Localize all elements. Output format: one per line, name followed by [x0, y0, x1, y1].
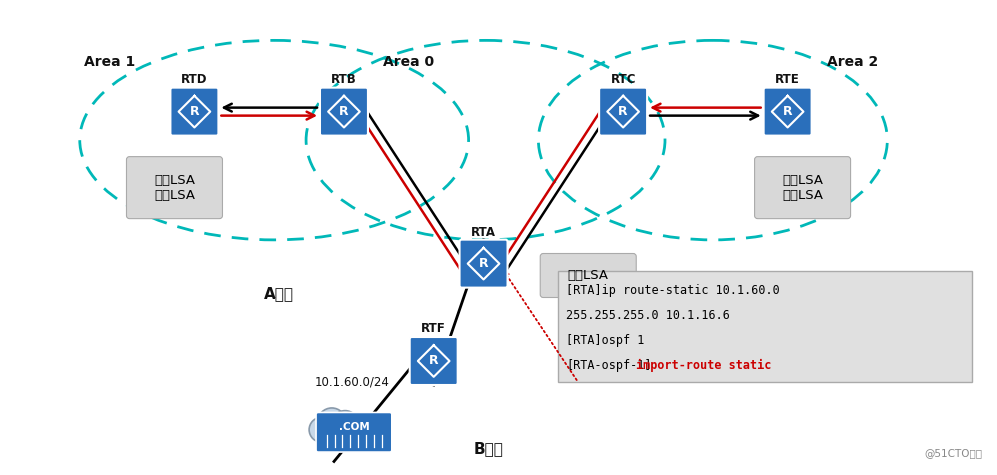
Text: B公司: B公司 — [474, 441, 503, 456]
Text: R: R — [479, 257, 489, 270]
Circle shape — [343, 420, 363, 439]
Circle shape — [331, 426, 350, 445]
Text: A公司: A公司 — [264, 286, 294, 301]
Text: RTC: RTC — [610, 73, 636, 86]
Text: 五类LSA
四类LSA: 五类LSA 四类LSA — [782, 174, 824, 201]
Text: Area 2: Area 2 — [827, 55, 878, 69]
Text: Area 0: Area 0 — [383, 55, 435, 69]
Text: 10.1.60.0/24: 10.1.60.0/24 — [314, 376, 390, 389]
FancyBboxPatch shape — [316, 412, 392, 452]
FancyBboxPatch shape — [755, 157, 850, 218]
Circle shape — [332, 410, 359, 437]
FancyBboxPatch shape — [410, 337, 458, 385]
Circle shape — [322, 427, 339, 445]
Text: RTA: RTA — [471, 226, 497, 239]
Text: RTD: RTD — [181, 73, 207, 86]
Text: [RTA]ospf 1: [RTA]ospf 1 — [566, 334, 645, 347]
Text: R: R — [339, 105, 349, 118]
Text: R: R — [189, 105, 199, 118]
Text: RTB: RTB — [331, 73, 357, 86]
Text: import-route static: import-route static — [636, 359, 772, 371]
Text: RTF: RTF — [422, 322, 446, 335]
Text: R: R — [618, 105, 628, 118]
FancyBboxPatch shape — [460, 239, 507, 288]
FancyBboxPatch shape — [764, 87, 812, 136]
Text: @51CTO博客: @51CTO博客 — [924, 448, 982, 458]
Circle shape — [309, 417, 334, 442]
FancyBboxPatch shape — [127, 157, 222, 218]
FancyBboxPatch shape — [558, 271, 972, 382]
Text: [RTA-ospf-1]: [RTA-ospf-1] — [566, 359, 652, 371]
Text: [RTA]ip route-static 10.1.60.0: [RTA]ip route-static 10.1.60.0 — [566, 284, 780, 297]
FancyBboxPatch shape — [320, 87, 368, 136]
Text: RTE: RTE — [776, 73, 800, 86]
Text: .COM: .COM — [339, 422, 369, 432]
Text: 255.255.255.0 10.1.16.6: 255.255.255.0 10.1.16.6 — [566, 309, 730, 322]
Text: 五类LSA
四类LSA: 五类LSA 四类LSA — [154, 174, 195, 201]
FancyBboxPatch shape — [599, 87, 647, 136]
Text: 五类LSA: 五类LSA — [567, 269, 609, 282]
FancyBboxPatch shape — [540, 254, 636, 297]
FancyBboxPatch shape — [170, 87, 218, 136]
Text: Area 1: Area 1 — [84, 55, 136, 69]
Text: R: R — [429, 354, 439, 368]
Text: R: R — [783, 105, 793, 118]
Circle shape — [318, 408, 346, 437]
